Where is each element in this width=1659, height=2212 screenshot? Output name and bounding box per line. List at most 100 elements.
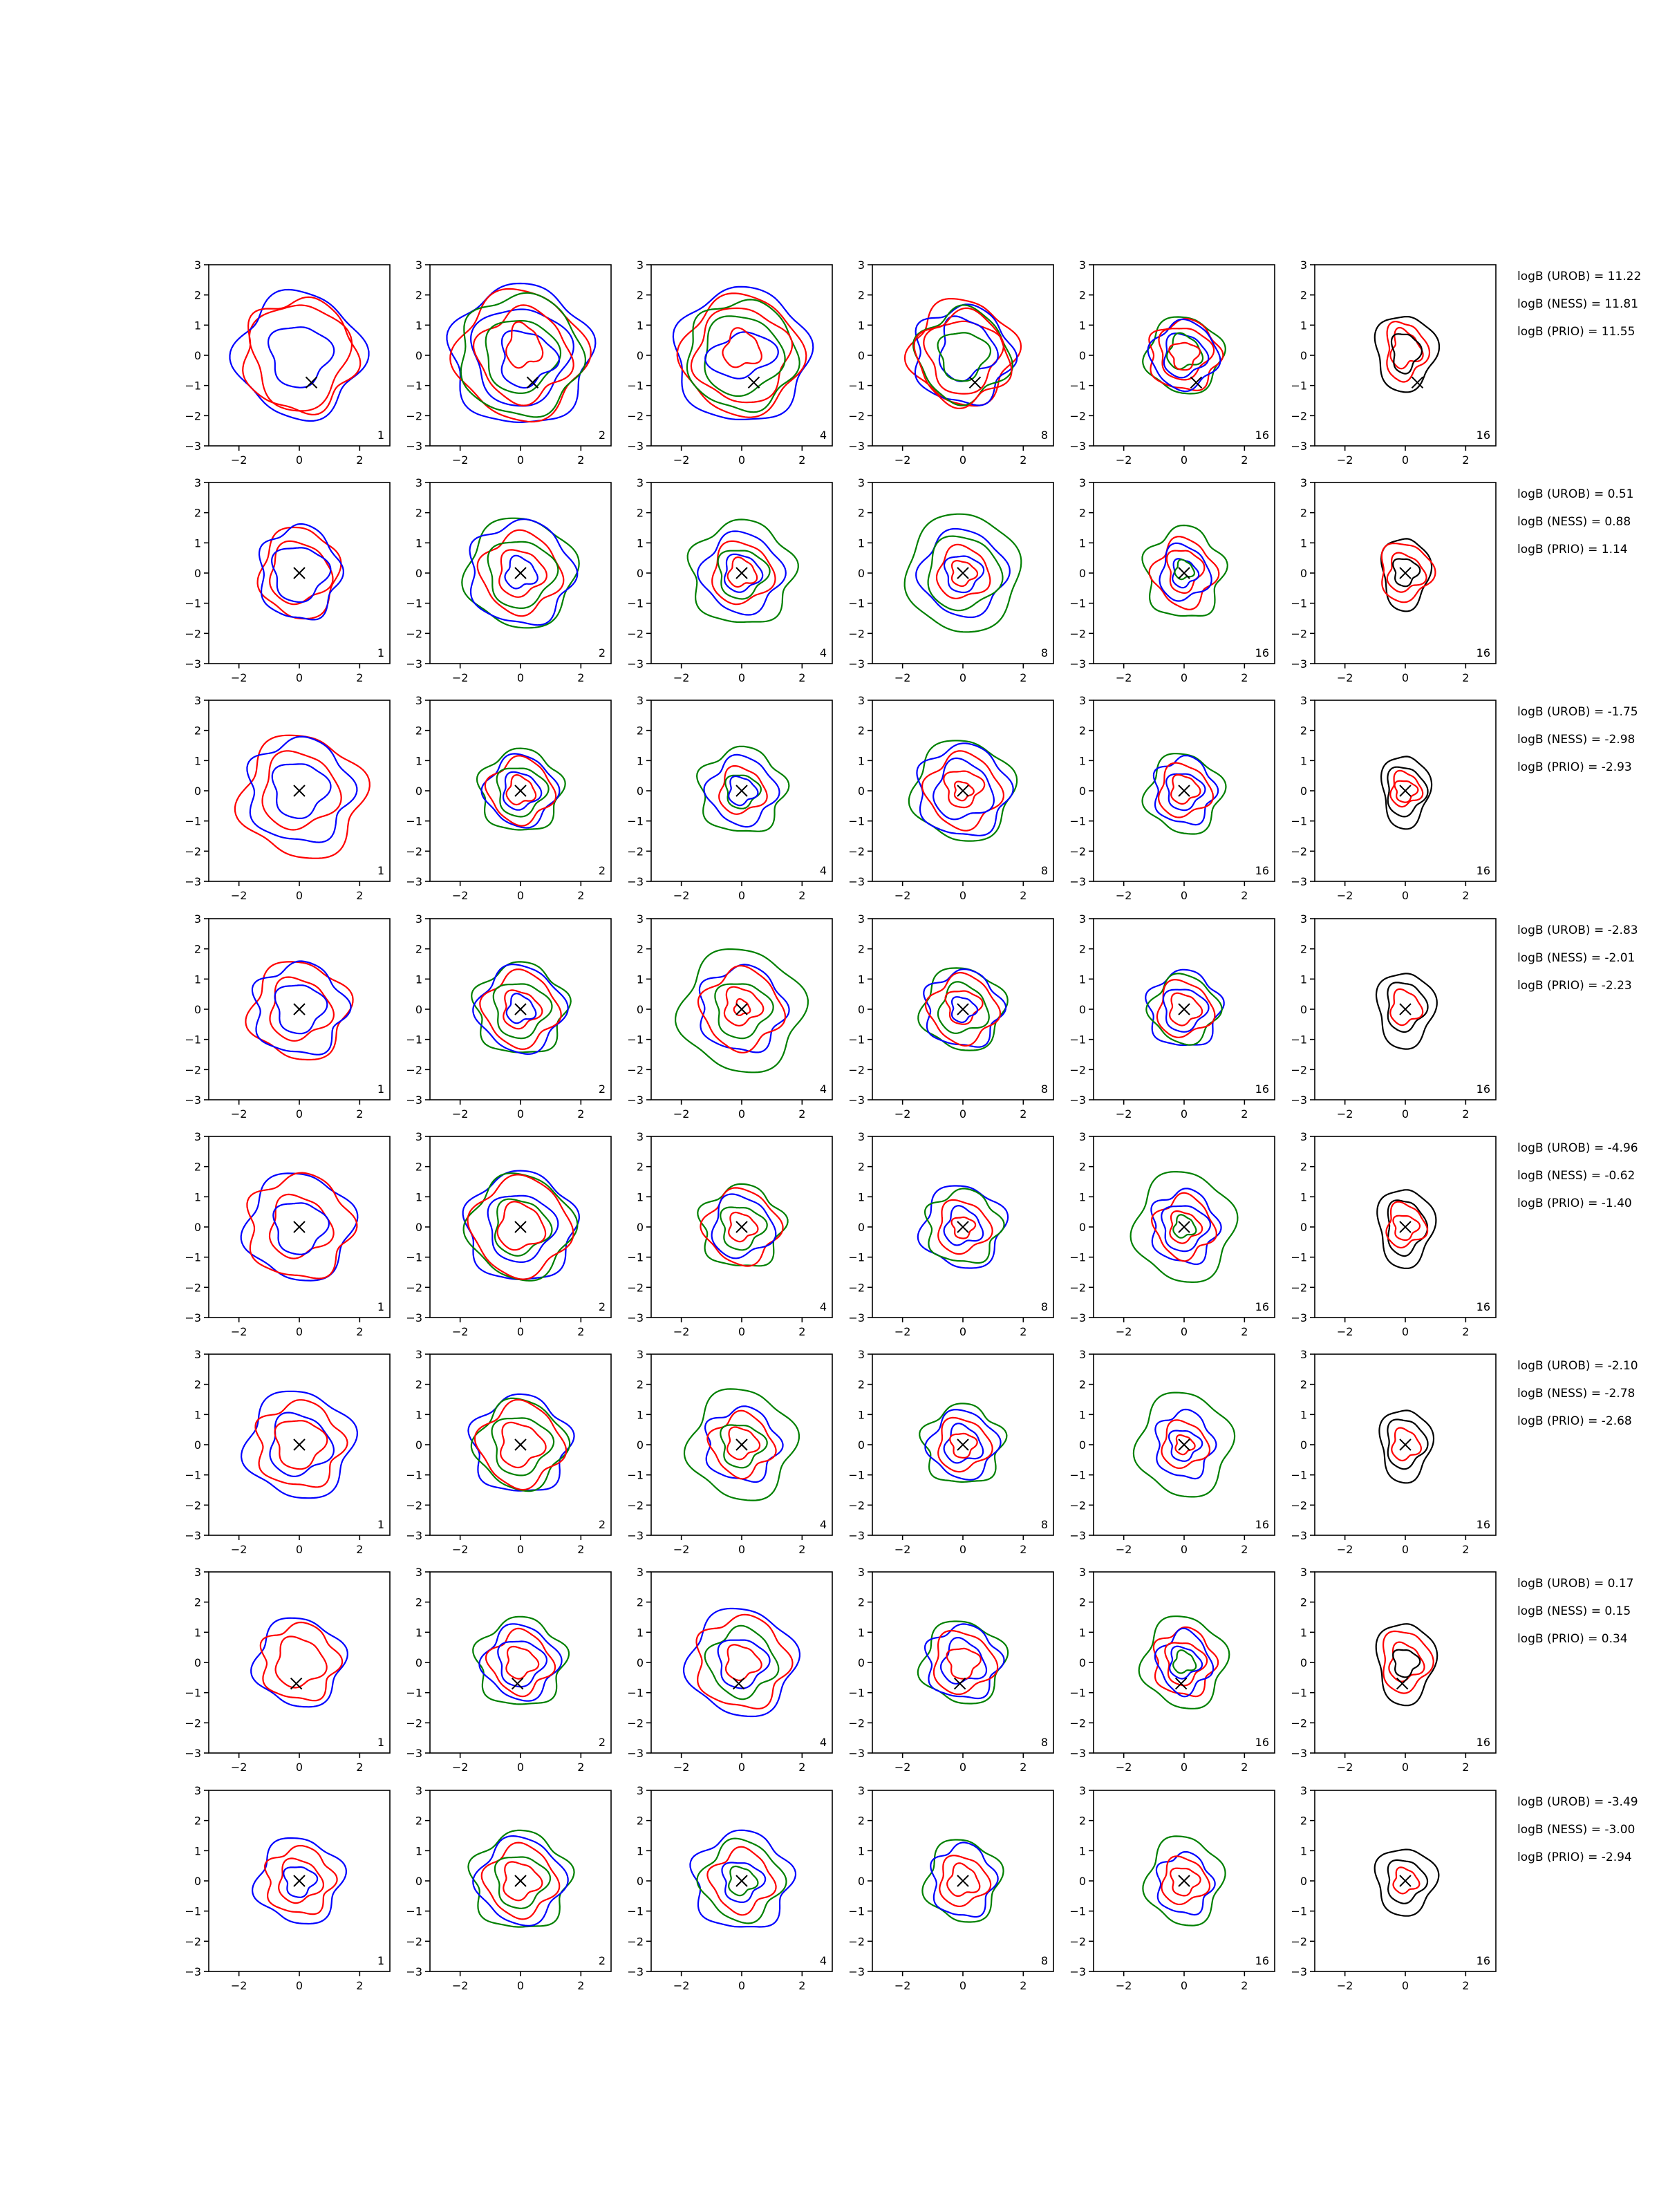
y-tick-label: −1 [1069, 1251, 1086, 1264]
contour-green-2 [696, 1837, 787, 1924]
x-tick-label: 2 [356, 1107, 363, 1121]
y-tick-label: 2 [415, 1596, 422, 1609]
y-tick-label: 2 [194, 507, 201, 520]
marker-x [732, 1677, 745, 1690]
panel-corner-label: 8 [1041, 429, 1048, 442]
contour-black-1 [1375, 1623, 1438, 1707]
x-tick-label: −2 [673, 1107, 690, 1121]
y-tick-label: 0 [1079, 785, 1086, 798]
contour-group [686, 518, 799, 624]
y-tick-label: 2 [1300, 507, 1307, 520]
marker-x [957, 1438, 969, 1451]
x-tick-label: −2 [673, 889, 690, 902]
marker-x [1190, 376, 1203, 389]
y-tick-label: −3 [1069, 875, 1086, 888]
contour-blue-4 [283, 1866, 319, 1898]
y-tick-label: 3 [1079, 1566, 1086, 1579]
x-tick-label: 0 [1402, 453, 1409, 467]
y-tick-label: −2 [185, 1063, 201, 1076]
y-tick-label: 1 [858, 1190, 865, 1203]
y-tick-label: 3 [415, 1130, 422, 1143]
y-tick-label: 2 [1300, 1815, 1307, 1828]
bayes-factor-label: logB (PRIO) = -2.93 [1517, 760, 1632, 774]
contour-group [446, 282, 597, 424]
y-tick-label: 2 [415, 507, 422, 520]
y-tick-label: 1 [1079, 1626, 1086, 1639]
panel-r3-c5: −2 0 2 −3 −2 −1 0 1 2 3 16 [1069, 694, 1275, 902]
contour-blue-2 [229, 288, 370, 422]
panel-corner-label: 16 [1255, 1300, 1269, 1313]
y-tick-label: −2 [627, 1716, 644, 1730]
marker-x [514, 1875, 527, 1887]
marker-x [514, 1221, 527, 1233]
y-tick-label: −1 [1069, 379, 1086, 393]
marker-x [511, 1677, 524, 1690]
contour-group [903, 297, 1022, 410]
y-tick-label: −3 [627, 1965, 644, 1978]
contour-blue-4 [268, 326, 335, 388]
y-tick-label: 0 [858, 1003, 865, 1016]
x-tick-label: −2 [894, 453, 911, 467]
y-tick-label: −1 [185, 597, 201, 610]
panel-corner-label: 8 [1041, 1518, 1048, 1531]
x-tick-label: 0 [738, 1325, 745, 1338]
contour-red-7 [913, 307, 1013, 410]
x-tick-label: 0 [959, 889, 966, 902]
y-tick-label: −3 [627, 1311, 644, 1324]
contour-red-3 [921, 750, 1005, 832]
contour-blue-4 [721, 1862, 767, 1903]
contour-green-6 [1172, 1649, 1197, 1674]
contour-red-5 [723, 986, 765, 1027]
y-tick-label: 1 [1300, 536, 1307, 550]
bayes-factor-label: logB (PRIO) = -2.68 [1517, 1414, 1632, 1428]
y-tick-label: −1 [185, 1033, 201, 1047]
x-tick-label: 2 [798, 1325, 805, 1338]
y-tick-label: −1 [406, 1469, 422, 1482]
panel-corner-label: 16 [1255, 1954, 1269, 1967]
marker-x [735, 1221, 748, 1233]
bayes-factor-label: logB (UROB) = -2.10 [1517, 1359, 1638, 1373]
y-tick-label: 0 [194, 349, 201, 362]
y-tick-label: −2 [1069, 409, 1086, 422]
y-tick-label: −1 [1291, 815, 1307, 828]
contour-red-5 [473, 304, 574, 406]
contour-blue-2 [704, 1405, 784, 1483]
y-tick-label: 1 [194, 1844, 201, 1857]
y-tick-label: 3 [858, 694, 865, 707]
x-tick-label: 2 [1020, 889, 1027, 902]
marker-x [735, 1875, 748, 1887]
contour-red-3 [268, 1193, 335, 1259]
y-tick-label: 3 [1300, 259, 1307, 272]
x-tick-label: 2 [356, 1979, 363, 1992]
contour-red-3 [1161, 1419, 1211, 1470]
y-tick-label: 2 [1300, 289, 1307, 302]
contour-green-2 [1145, 973, 1223, 1046]
marker-x [293, 785, 306, 797]
y-tick-label: 3 [858, 1566, 865, 1579]
x-tick-label: 2 [1462, 889, 1469, 902]
marker-x [747, 376, 760, 389]
panel-r7-c3: −2 0 2 −3 −2 −1 0 1 2 3 4 [627, 1566, 833, 1774]
contour-blue-3 [1154, 1627, 1215, 1698]
y-tick-label: 1 [637, 1626, 644, 1639]
x-tick-label: 0 [738, 671, 745, 684]
y-tick-label: −3 [1069, 657, 1086, 671]
contour-group [674, 948, 809, 1074]
contour-blue-3 [711, 1193, 777, 1259]
y-tick-label: −1 [1291, 1687, 1307, 1700]
contour-red-5 [943, 770, 986, 809]
y-tick-label: 3 [637, 912, 644, 926]
y-tick-label: 1 [637, 1408, 644, 1421]
panel-corner-label: 16 [1477, 1954, 1490, 1967]
x-tick-label: 2 [1241, 1107, 1248, 1121]
contour-blue-5 [728, 775, 759, 807]
axes-frame [429, 1571, 612, 1754]
contour-red-1 [234, 734, 371, 859]
bayes-factor-label: logB (NESS) = 0.88 [1517, 515, 1631, 529]
y-tick-label: 2 [415, 1815, 422, 1828]
panel-r2-c5: −2 0 2 −3 −2 −1 0 1 2 3 16 [1069, 476, 1275, 684]
y-tick-label: −1 [185, 1905, 201, 1918]
x-tick-label: −2 [231, 671, 247, 684]
x-tick-label: −2 [452, 889, 469, 902]
contour-red-5 [1170, 774, 1201, 805]
